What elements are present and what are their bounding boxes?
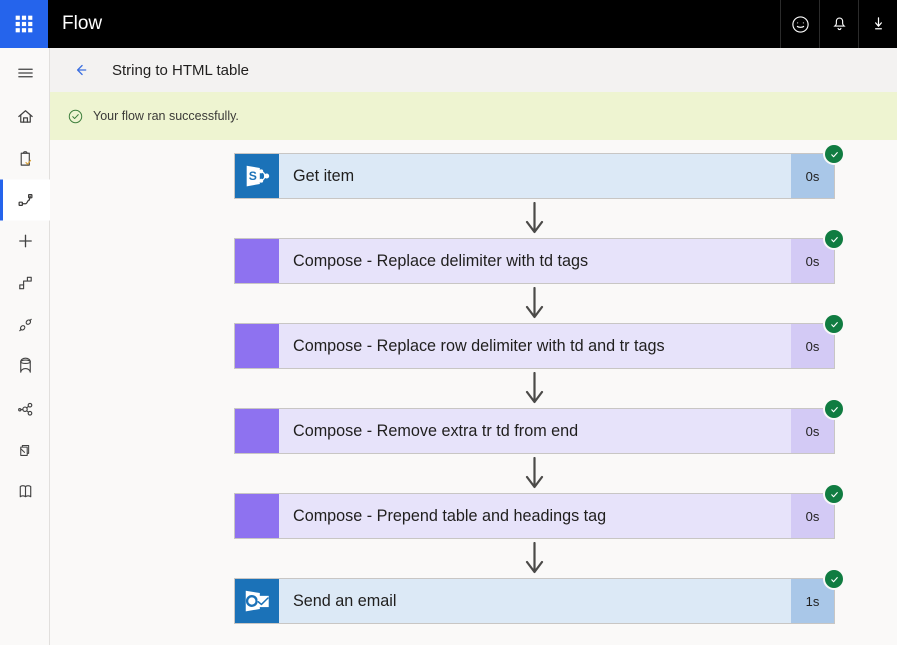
svg-text:S: S: [249, 169, 257, 183]
